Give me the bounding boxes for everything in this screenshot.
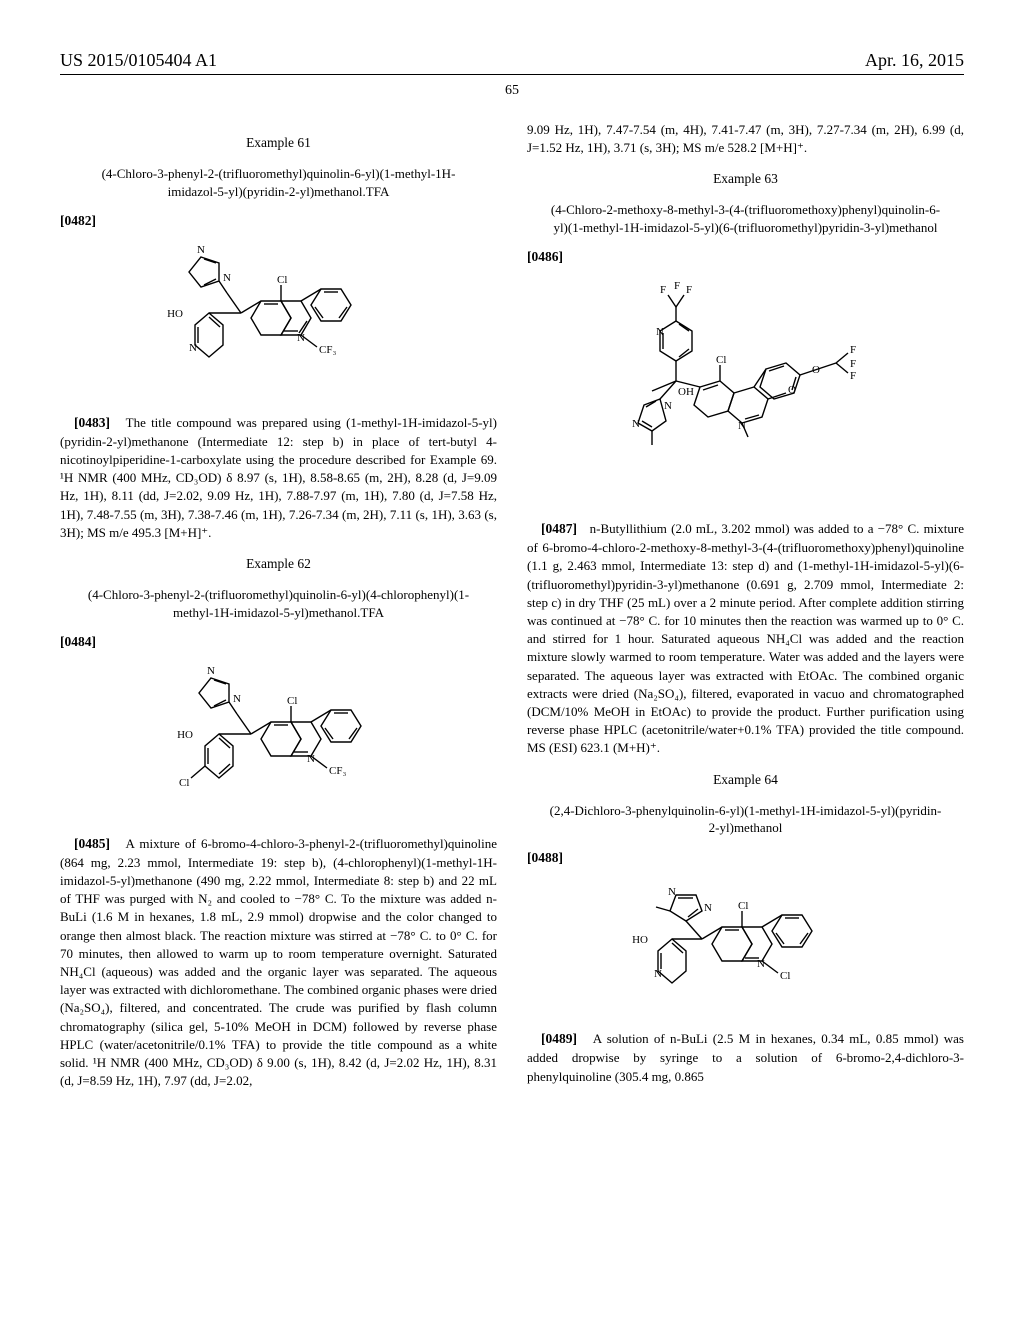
svg-text:HO: HO <box>632 934 648 946</box>
svg-text:N: N <box>223 272 231 284</box>
svg-text:N: N <box>197 245 205 256</box>
example-title: Example 63 <box>527 171 964 187</box>
svg-text:Cl: Cl <box>780 970 790 982</box>
patent-id: US 2015/0105404 A1 <box>60 50 217 71</box>
svg-text:N: N <box>632 418 640 430</box>
svg-text:N: N <box>189 342 197 354</box>
chemical-structure-63: F F F N OH Cl N N N O O F F F <box>527 281 964 506</box>
para-body: [0483] The title compound was prepared u… <box>60 414 497 542</box>
svg-text:F: F <box>660 284 666 296</box>
compound-name: (2,4-Dichloro-3-phenylquinolin-6-yl)(1-m… <box>547 802 944 837</box>
chemical-structure-64: N N HO N N Cl Cl <box>527 881 964 1016</box>
svg-text:HO: HO <box>167 308 183 320</box>
svg-text:N: N <box>656 326 664 338</box>
chemical-structure-61: N N HO N N Cl CF₃ <box>60 245 497 400</box>
svg-text:F: F <box>674 281 680 292</box>
page-header: US 2015/0105404 A1 Apr. 16, 2015 <box>60 50 964 75</box>
compound-name: (4-Chloro-3-phenyl-2-(trifluoromethyl)qu… <box>80 586 477 621</box>
compound-name: (4-Chloro-2-methoxy-8-methyl-3-(4-(trifl… <box>547 201 944 236</box>
svg-text:F: F <box>686 284 692 296</box>
continuation-text: 9.09 Hz, 1H), 7.47-7.54 (m, 4H), 7.41-7.… <box>527 121 964 157</box>
svg-text:Cl: Cl <box>716 354 726 366</box>
svg-text:N: N <box>704 902 712 914</box>
svg-text:Cl: Cl <box>179 777 189 789</box>
svg-text:N: N <box>233 693 241 705</box>
para-body: [0489] A solution of n-BuLi (2.5 M in he… <box>527 1030 964 1085</box>
svg-text:Cl: Cl <box>738 900 748 912</box>
para-body: [0487] n-Butyllithium (2.0 mL, 3.202 mmo… <box>527 520 964 757</box>
left-column: Example 61 (4-Chloro-3-phenyl-2-(trifluo… <box>60 121 497 1100</box>
body-columns: Example 61 (4-Chloro-3-phenyl-2-(trifluo… <box>60 121 964 1100</box>
para-number: [0484] <box>60 633 497 652</box>
svg-text:N: N <box>668 886 676 898</box>
svg-text:O: O <box>812 364 820 376</box>
compound-name: (4-Chloro-3-phenyl-2-(trifluoromethyl)qu… <box>80 165 477 200</box>
svg-text:F: F <box>850 358 856 370</box>
svg-text:CF₃: CF₃ <box>329 765 346 777</box>
para-number: [0486] <box>527 248 964 267</box>
example-title: Example 64 <box>527 772 964 788</box>
chemical-structure-62: N N HO Cl N Cl CF₃ <box>60 666 497 821</box>
example-title: Example 61 <box>60 135 497 151</box>
svg-text:HO: HO <box>177 729 193 741</box>
para-number: [0482] <box>60 212 497 231</box>
page-number: 65 <box>60 83 964 99</box>
svg-text:Cl: Cl <box>287 695 297 707</box>
svg-text:N: N <box>664 400 672 412</box>
svg-text:Cl: Cl <box>277 274 287 286</box>
svg-text:N: N <box>757 958 765 970</box>
svg-text:N: N <box>738 420 746 432</box>
svg-text:N: N <box>207 666 215 677</box>
svg-text:N: N <box>307 753 315 765</box>
example-title: Example 62 <box>60 556 497 572</box>
svg-text:CF₃: CF₃ <box>319 344 336 356</box>
right-column: 9.09 Hz, 1H), 7.47-7.54 (m, 4H), 7.41-7.… <box>527 121 964 1100</box>
para-number: [0488] <box>527 849 964 868</box>
svg-text:F: F <box>850 344 856 356</box>
para-body: [0485] A mixture of 6-bromo-4-chloro-3-p… <box>60 835 497 1090</box>
page-date: Apr. 16, 2015 <box>865 50 964 71</box>
svg-text:N: N <box>654 968 662 980</box>
svg-text:OH: OH <box>678 386 694 398</box>
svg-text:N: N <box>297 332 305 344</box>
svg-text:F: F <box>850 370 856 382</box>
svg-text:O: O <box>788 384 796 396</box>
